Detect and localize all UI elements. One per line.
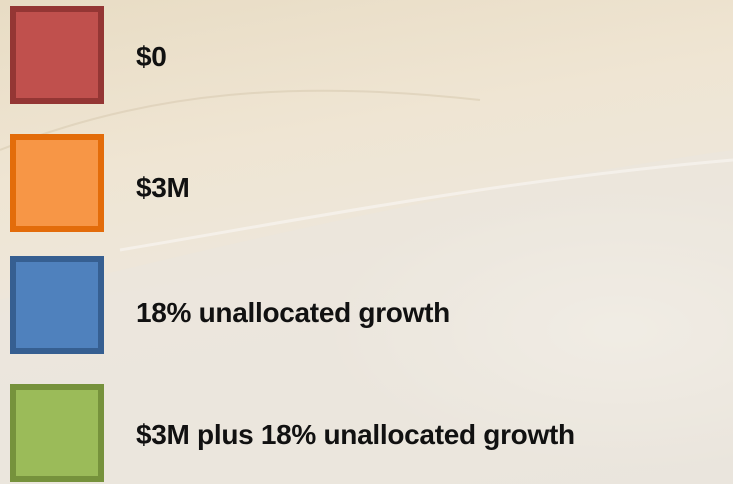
road-line (119, 158, 733, 252)
legend-swatch (10, 256, 104, 354)
legend-swatch (10, 6, 104, 104)
legend-label: $3M (136, 172, 190, 203)
legend-label: $0 (136, 41, 167, 72)
legend-swatch (10, 384, 104, 482)
legend-label: $3M plus 18% unallocated growth (136, 419, 575, 450)
legend-swatch (10, 134, 104, 232)
legend-label: 18% unallocated growth (136, 297, 450, 328)
